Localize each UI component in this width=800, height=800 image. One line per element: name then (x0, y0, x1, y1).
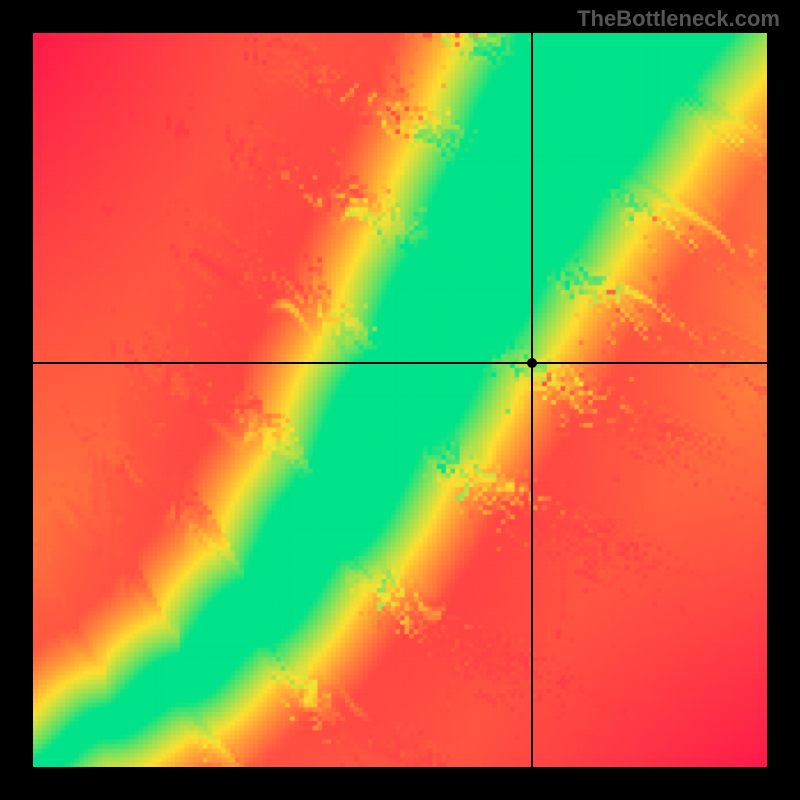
heatmap-plot (33, 33, 767, 767)
crosshair-horizontal (33, 362, 767, 364)
watermark-text: TheBottleneck.com (577, 6, 780, 32)
heatmap-canvas (33, 33, 767, 767)
chart-container: TheBottleneck.com (0, 0, 800, 800)
crosshair-marker (527, 358, 537, 368)
crosshair-vertical (531, 33, 533, 767)
